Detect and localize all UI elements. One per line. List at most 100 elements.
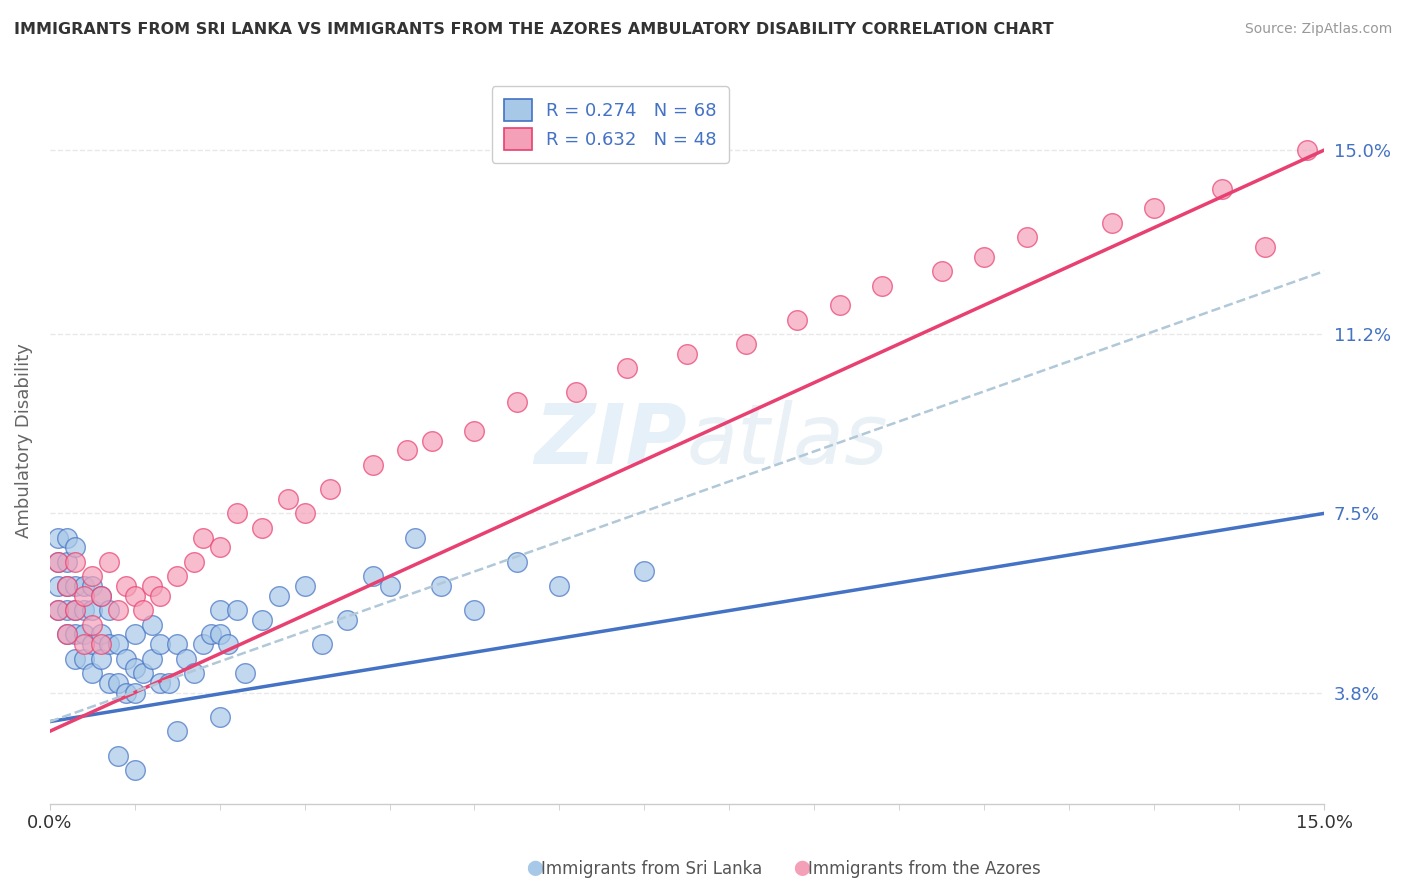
Point: [250, 613, 273, 627]
Point: [191, 531, 214, 545]
Point: [429, 579, 451, 593]
Point: [294, 579, 316, 593]
Point: [46, 555, 69, 569]
Point: [1296, 143, 1319, 157]
Point: [82, 603, 104, 617]
Point: [267, 589, 290, 603]
Point: [250, 521, 273, 535]
Point: [336, 613, 359, 627]
Point: [565, 385, 588, 400]
Point: [55, 603, 77, 617]
Point: [63, 603, 86, 617]
Point: [107, 748, 129, 763]
Point: [124, 627, 146, 641]
Point: [90, 627, 112, 641]
Point: [107, 603, 129, 617]
Point: [46, 531, 69, 545]
Point: [82, 637, 104, 651]
Point: [208, 710, 231, 724]
Point: [225, 603, 247, 617]
Point: [63, 555, 86, 569]
Point: [157, 676, 180, 690]
Y-axis label: Ambulatory Disability: Ambulatory Disability: [15, 343, 32, 538]
Text: atlas: atlas: [688, 401, 889, 481]
Point: [931, 264, 953, 278]
Point: [55, 555, 77, 569]
Point: [361, 569, 384, 583]
Point: [166, 724, 188, 739]
Point: [55, 627, 77, 641]
Point: [1143, 201, 1166, 215]
Point: [200, 627, 222, 641]
Legend: R = 0.274   N = 68, R = 0.632   N = 48: R = 0.274 N = 68, R = 0.632 N = 48: [492, 87, 730, 163]
Point: [115, 579, 138, 593]
Text: Immigrants from the Azores: Immigrants from the Azores: [808, 860, 1042, 878]
Point: [90, 589, 112, 603]
Point: [149, 589, 172, 603]
Point: [132, 666, 155, 681]
Point: [141, 651, 163, 665]
Text: ⬤: ⬤: [526, 861, 543, 877]
Point: [124, 763, 146, 777]
Point: [166, 569, 188, 583]
Point: [63, 651, 86, 665]
Point: [124, 661, 146, 675]
Point: [72, 651, 94, 665]
Point: [378, 579, 401, 593]
Point: [107, 637, 129, 651]
Point: [55, 531, 77, 545]
Point: [828, 298, 851, 312]
Point: [208, 541, 231, 555]
Point: [141, 617, 163, 632]
Point: [115, 685, 138, 699]
Point: [361, 458, 384, 472]
Point: [90, 651, 112, 665]
Text: ⬤: ⬤: [793, 861, 810, 877]
Point: [72, 579, 94, 593]
Point: [46, 555, 69, 569]
Point: [98, 603, 121, 617]
Point: [548, 579, 571, 593]
Point: [404, 531, 426, 545]
Point: [149, 637, 172, 651]
Text: Source: ZipAtlas.com: Source: ZipAtlas.com: [1244, 22, 1392, 37]
Point: [616, 361, 638, 376]
Point: [124, 589, 146, 603]
Point: [633, 565, 655, 579]
Point: [1015, 230, 1038, 244]
Point: [82, 569, 104, 583]
Point: [63, 603, 86, 617]
Point: [506, 395, 529, 409]
Point: [124, 685, 146, 699]
Point: [55, 627, 77, 641]
Point: [63, 627, 86, 641]
Point: [319, 482, 342, 496]
Point: [107, 676, 129, 690]
Point: [183, 666, 205, 681]
Point: [463, 603, 485, 617]
Point: [1211, 182, 1233, 196]
Point: [233, 666, 256, 681]
Point: [115, 651, 138, 665]
Point: [1253, 240, 1275, 254]
Point: [63, 541, 86, 555]
Text: Immigrants from Sri Lanka: Immigrants from Sri Lanka: [541, 860, 762, 878]
Point: [72, 627, 94, 641]
Point: [141, 579, 163, 593]
Point: [277, 491, 299, 506]
Point: [1101, 216, 1123, 230]
Point: [735, 336, 758, 351]
Point: [98, 555, 121, 569]
Point: [46, 603, 69, 617]
Point: [420, 434, 443, 448]
Point: [395, 443, 418, 458]
Point: [98, 676, 121, 690]
Point: [786, 312, 808, 326]
Point: [149, 676, 172, 690]
Point: [72, 637, 94, 651]
Point: [90, 637, 112, 651]
Point: [191, 637, 214, 651]
Point: [463, 424, 485, 438]
Point: [72, 589, 94, 603]
Point: [183, 555, 205, 569]
